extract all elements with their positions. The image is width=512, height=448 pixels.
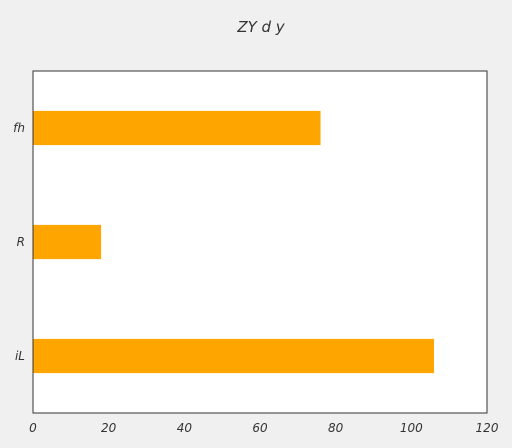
y-tick-label: iL bbox=[15, 349, 25, 363]
chart-title: ZY d y bbox=[236, 18, 285, 36]
x-tick-label: 20 bbox=[101, 421, 117, 435]
x-tick-label: 60 bbox=[252, 421, 268, 435]
x-tick-label: 80 bbox=[328, 421, 344, 435]
plot-frame bbox=[32, 70, 488, 414]
bar-iL bbox=[33, 338, 435, 374]
x-tick-label: 120 bbox=[476, 421, 499, 435]
x-tick-label: 40 bbox=[177, 421, 193, 435]
x-tick-label: 0 bbox=[29, 421, 37, 435]
x-tick-label: 100 bbox=[400, 421, 423, 435]
bar-fh bbox=[33, 110, 321, 146]
y-tick-label: R bbox=[17, 235, 25, 249]
bar-R bbox=[33, 224, 102, 260]
y-tick-label: fh bbox=[13, 121, 25, 135]
